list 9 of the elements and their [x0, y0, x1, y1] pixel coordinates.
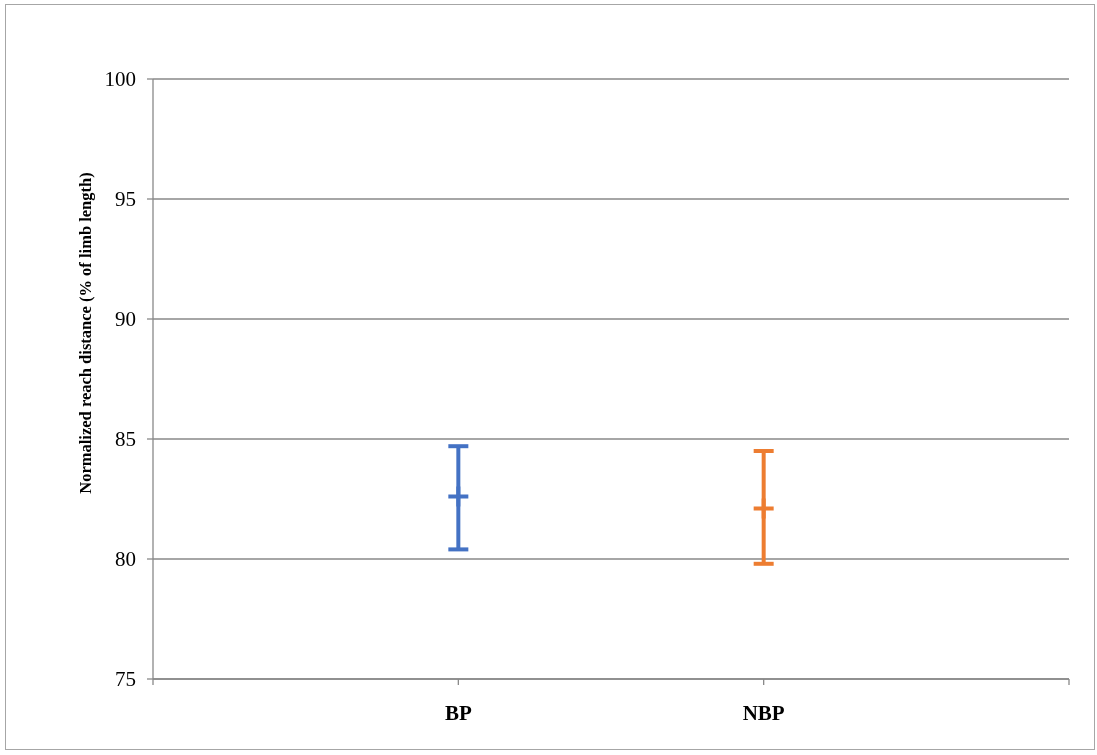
y-tick-label: 95	[115, 187, 136, 212]
y-tick-label: 90	[115, 307, 136, 332]
y-tick-label: 85	[115, 427, 136, 452]
y-tick-label: 75	[115, 667, 136, 692]
x-tick-label: BP	[444, 701, 472, 725]
y-axis-title: Normalized reach distance (% of limb length)	[76, 172, 95, 494]
y-tick-label: 80	[115, 547, 136, 572]
x-tick-label: NBP	[742, 701, 785, 725]
y-tick-label: 100	[104, 67, 136, 92]
